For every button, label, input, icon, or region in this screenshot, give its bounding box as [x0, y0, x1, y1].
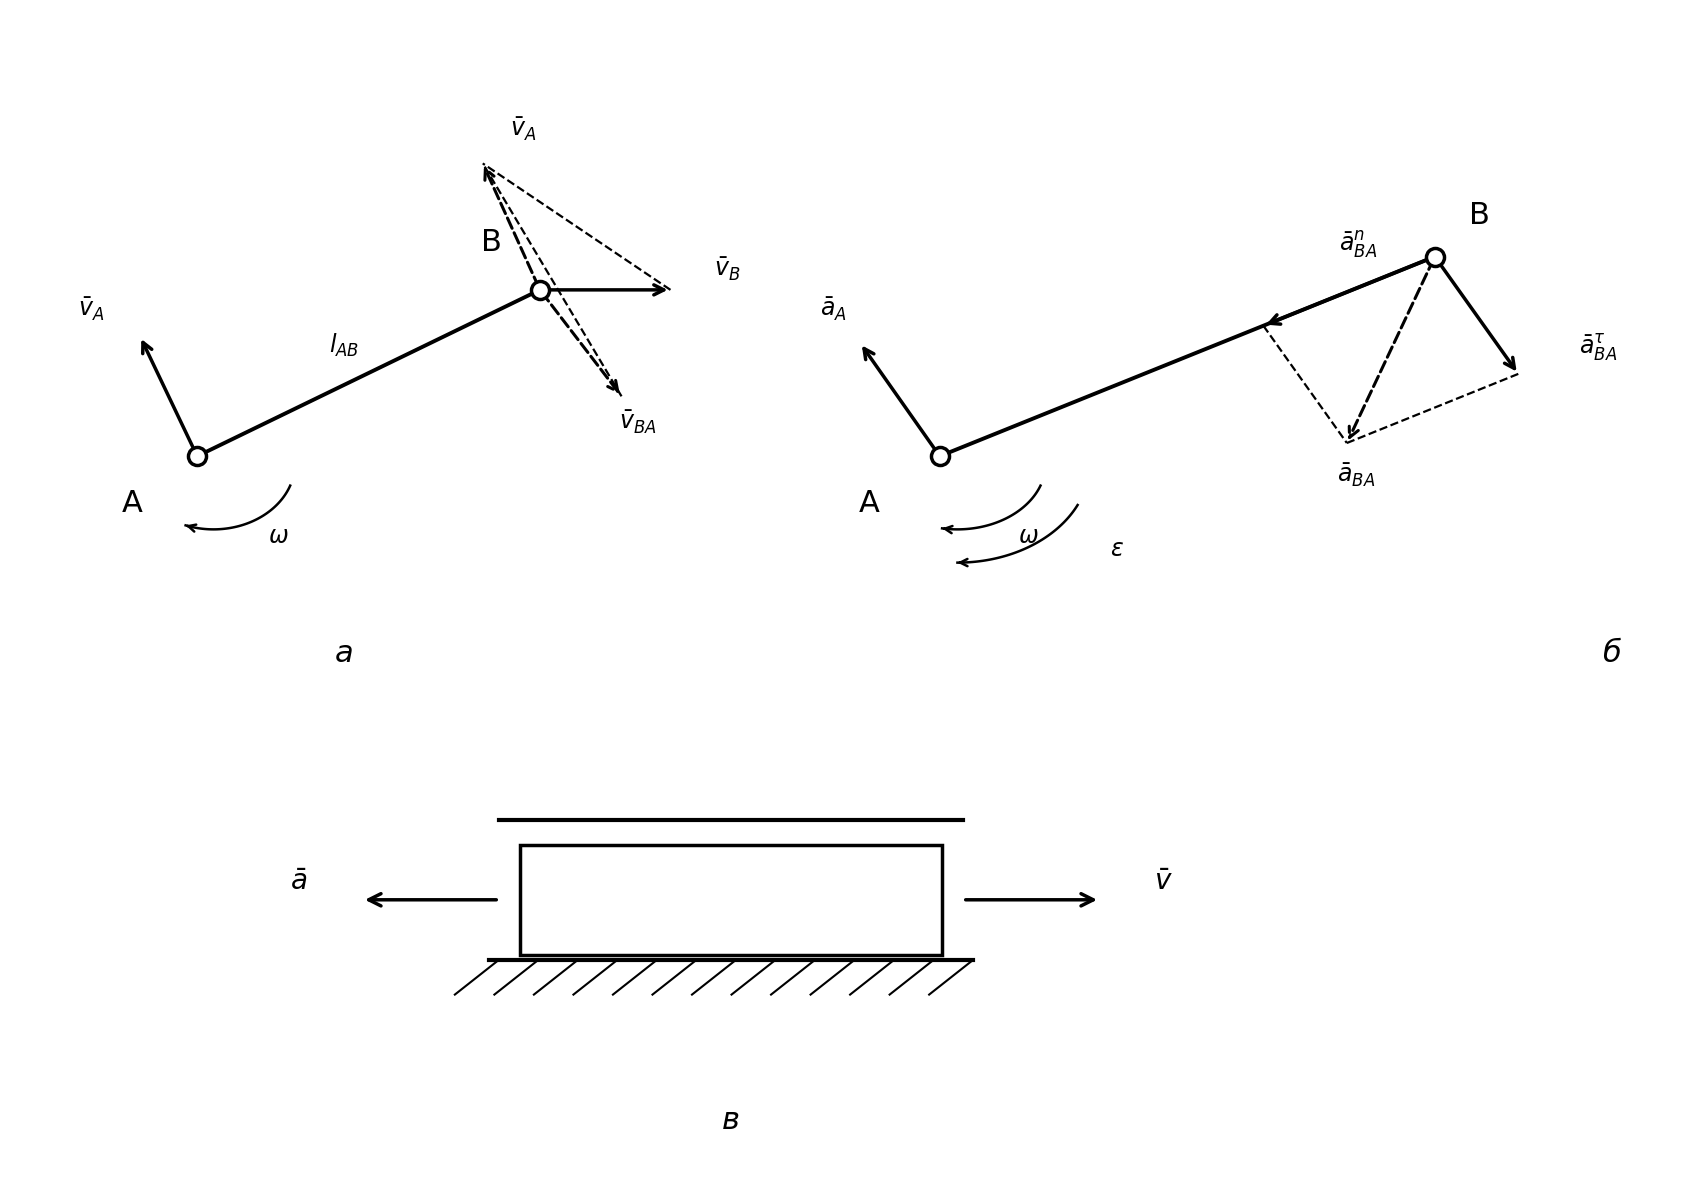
Text: б: б	[1601, 639, 1622, 669]
Text: $\bar{v}_{BA}$: $\bar{v}_{BA}$	[619, 409, 656, 436]
Text: $\bar{a}_{BA}$: $\bar{a}_{BA}$	[1336, 462, 1375, 489]
Text: $\varepsilon$: $\varepsilon$	[1110, 537, 1124, 561]
Text: B: B	[481, 228, 502, 257]
Text: B: B	[1469, 201, 1489, 230]
Text: в: в	[722, 1106, 740, 1136]
Text: $\bar{a}_A$: $\bar{a}_A$	[819, 296, 847, 323]
Text: $\bar{a}$: $\bar{a}$	[291, 867, 308, 896]
Text: A: A	[121, 489, 143, 518]
Text: $\bar{v}$: $\bar{v}$	[1154, 867, 1173, 896]
Text: A: A	[858, 489, 879, 518]
Text: $\omega$: $\omega$	[1018, 524, 1039, 548]
Text: $\bar{v}_B$: $\bar{v}_B$	[714, 255, 741, 283]
Text: $\bar{a}^n_{BA}$: $\bar{a}^n_{BA}$	[1340, 229, 1377, 260]
Text: $\bar{v}_A$: $\bar{v}_A$	[78, 296, 104, 323]
Text: $\omega$: $\omega$	[269, 524, 289, 548]
Text: $\bar{v}_A$: $\bar{v}_A$	[510, 116, 537, 143]
Text: $l_{AB}$: $l_{AB}$	[330, 333, 359, 359]
Text: а: а	[335, 639, 354, 669]
Text: $\bar{a}^\tau_{BA}$: $\bar{a}^\tau_{BA}$	[1579, 333, 1617, 364]
Bar	[520, 845, 942, 955]
